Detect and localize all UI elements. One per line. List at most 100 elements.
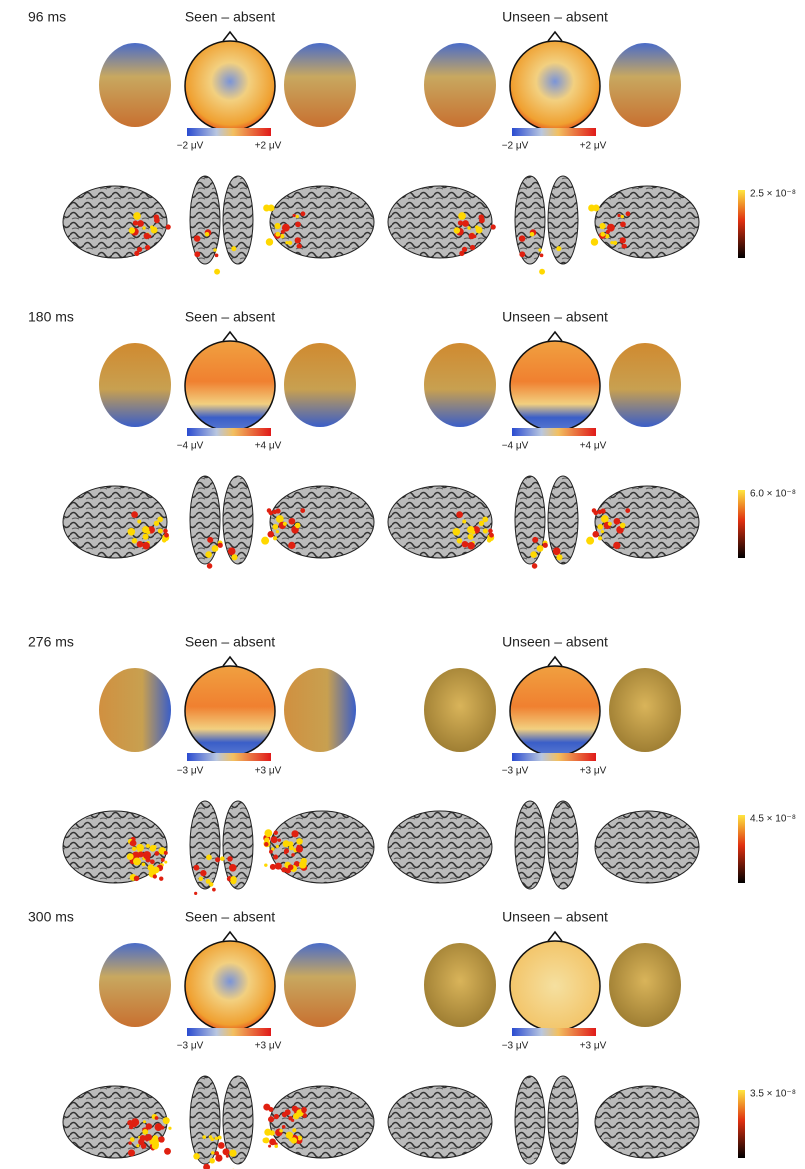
activation-spot (292, 213, 296, 218)
activation-spot (456, 538, 463, 544)
colorbar (187, 128, 271, 136)
activation-spot (285, 1131, 294, 1139)
activation-spot (536, 545, 544, 552)
activation-spot (467, 533, 474, 540)
condition-title: Unseen – absent (502, 909, 608, 925)
activation-spot (292, 1128, 297, 1133)
condition-title: Unseen – absent (502, 9, 608, 25)
activation-spot (128, 227, 136, 234)
activation-spot (281, 1111, 288, 1118)
activation-spot (294, 237, 301, 244)
activation-spot (194, 251, 201, 258)
condition-title: Seen – absent (185, 9, 275, 25)
activation-spot (214, 1151, 220, 1156)
activation-spot (164, 1147, 171, 1155)
brain-dorsal-right (222, 475, 254, 565)
activation-spot (152, 874, 157, 879)
activation-spot (277, 838, 282, 842)
activation-spot (164, 860, 168, 864)
activation-spot (283, 851, 288, 855)
colorbar-min: −4 μV (177, 441, 204, 452)
activation-spot (267, 530, 275, 538)
activation-spot (300, 211, 306, 217)
activation-spot (539, 253, 544, 258)
activation-spot (288, 517, 296, 525)
activation-spot (137, 519, 142, 524)
activation-spot (272, 536, 278, 541)
activation-spot (153, 217, 160, 224)
activation-spot (299, 860, 307, 869)
topomap-nose (547, 930, 563, 942)
activation-spot (275, 515, 284, 523)
activation-spot (143, 1120, 147, 1124)
activation-spot (490, 224, 496, 230)
activation-spot (556, 246, 562, 252)
head-left (424, 43, 496, 127)
activation-spot (206, 563, 213, 569)
activation-spot (264, 829, 273, 838)
activation-spot (159, 876, 164, 881)
activation-spot (600, 508, 606, 514)
head-right (609, 343, 681, 427)
activation-spot (599, 222, 606, 230)
topomap (184, 40, 276, 132)
brain-dorsal-left (514, 1075, 546, 1165)
colorbar-min: −3 μV (177, 766, 204, 777)
activation-spot (274, 222, 281, 230)
activation-spot (140, 1143, 147, 1149)
activation-spot (267, 1116, 275, 1123)
activation-spot (152, 844, 157, 849)
activation-spot (552, 547, 561, 556)
brain-left (62, 810, 168, 884)
brain-right (269, 485, 375, 559)
activation-spot (220, 856, 225, 861)
activation-spot (273, 1113, 280, 1120)
activation-spot (137, 220, 144, 227)
activation-spot (136, 1144, 140, 1148)
activation-spot (144, 244, 151, 251)
condition-panel: Seen – absent −2 μV +2 μV (62, 9, 375, 275)
activation-spot (269, 863, 276, 870)
activation-spot (619, 522, 626, 529)
activation-spot (214, 268, 221, 275)
brain-left (387, 810, 493, 884)
topomap-nose (547, 30, 563, 42)
activation-spot (285, 240, 289, 245)
colorbar (512, 128, 596, 136)
activation-spot (198, 876, 204, 882)
activation-spot (620, 221, 626, 228)
activation-spot (625, 211, 631, 217)
activation-spot (461, 246, 468, 253)
activation-spot (131, 1118, 140, 1127)
activation-spot (486, 537, 492, 543)
brain-dorsal-right (547, 475, 579, 565)
topomap (509, 940, 601, 1032)
activation-spot (621, 244, 626, 249)
colorbar-min: −2 μV (177, 141, 204, 152)
activation-spot (163, 528, 168, 534)
head-right (609, 668, 681, 752)
activation-spot (269, 849, 273, 854)
activation-spot (203, 1163, 211, 1169)
source-colorbar (738, 190, 745, 258)
activation-spot (207, 536, 214, 543)
colorbar (187, 428, 271, 436)
brain-right (269, 185, 375, 259)
colorbar-max: +2 μV (580, 141, 607, 152)
activation-spot (214, 253, 219, 258)
activation-spot (136, 246, 143, 253)
activation-spot (194, 891, 198, 895)
activation-spot (600, 529, 605, 534)
condition-title: Seen – absent (185, 634, 275, 650)
topomap-nose (222, 330, 238, 342)
activation-spot (597, 536, 603, 541)
condition-panel: Seen – absent −3 μV +3 μV (62, 634, 375, 895)
topomap (509, 40, 601, 132)
activation-spot (145, 1138, 149, 1142)
brain-dorsal-left (189, 800, 221, 890)
source-colorbar (738, 815, 745, 883)
head-left (424, 943, 496, 1027)
activation-spot (291, 853, 295, 857)
activation-spot (530, 551, 537, 558)
colorbar-max: +3 μV (580, 766, 607, 777)
